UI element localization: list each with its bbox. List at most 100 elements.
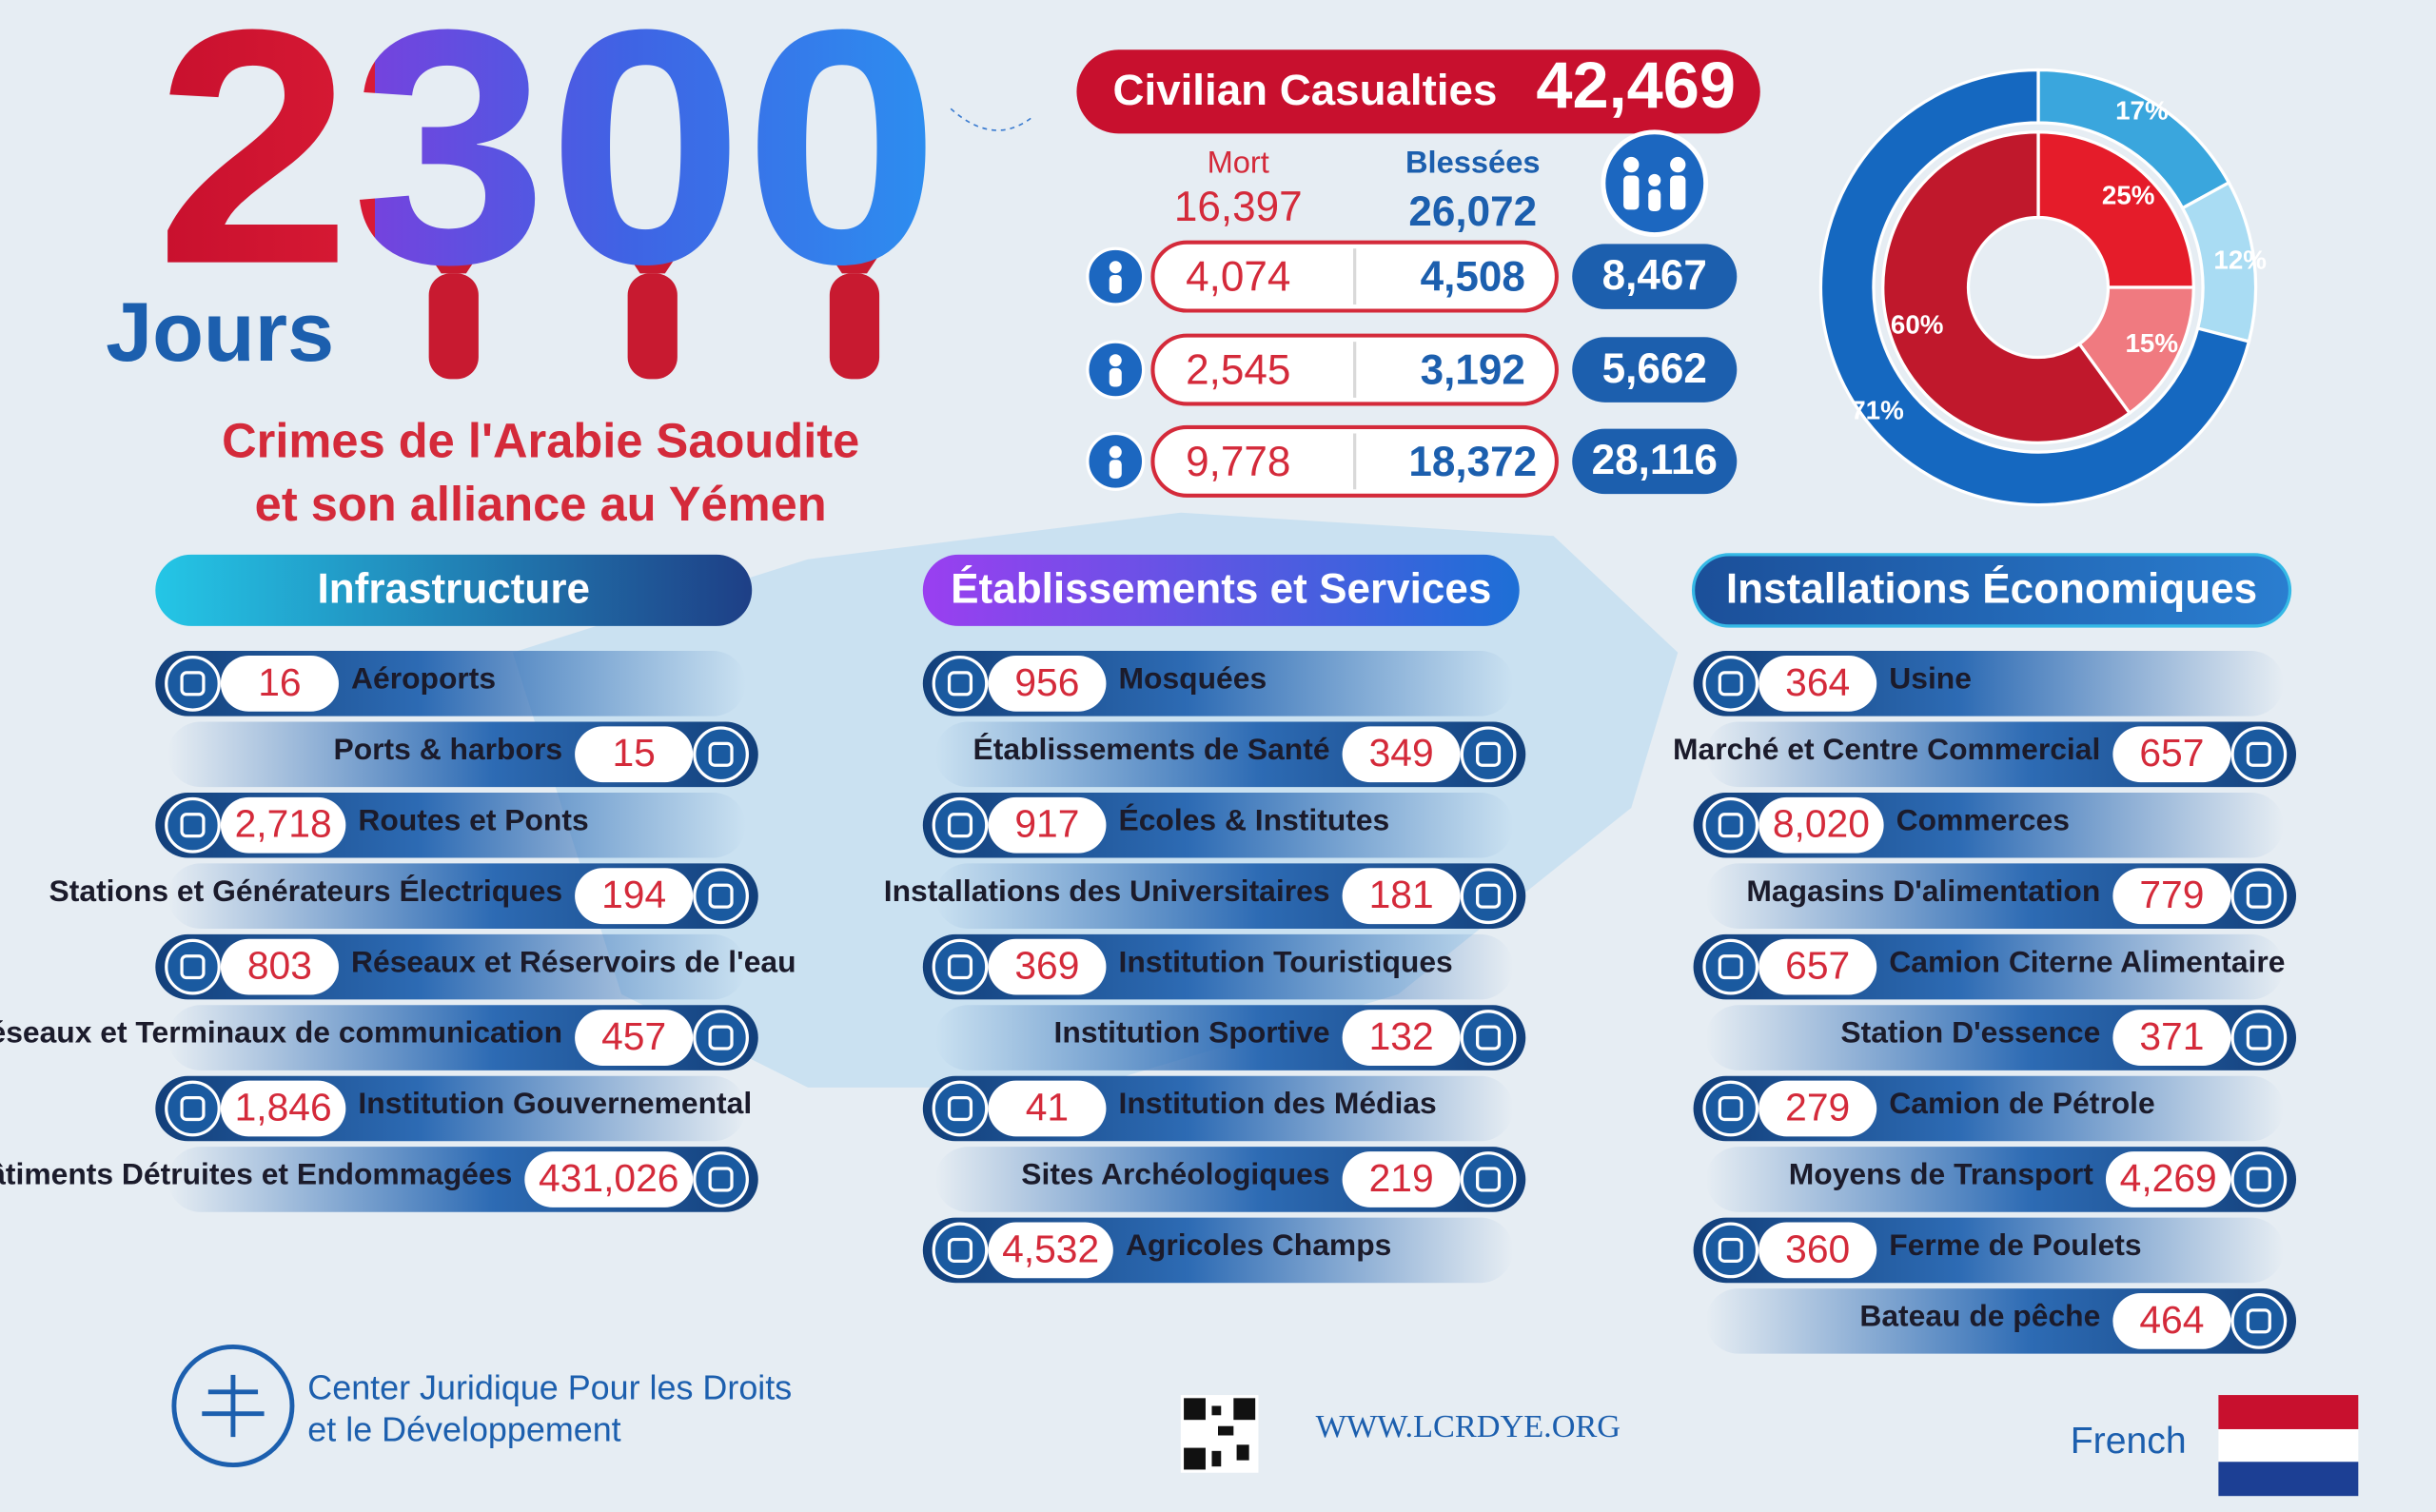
stat-icon-glyph: [2246, 883, 2271, 909]
count-box: [2112, 868, 2231, 925]
item-label: Institution Gouvernemental: [358, 1086, 752, 1120]
section-title: Établissements et Services: [951, 565, 1491, 613]
count: 8,020: [1773, 802, 1870, 846]
stat-icon: [1460, 868, 1517, 925]
stat-item: 2,718 Routes et Ponts: [155, 792, 746, 858]
stat-icon-glyph: [1476, 741, 1502, 767]
item-label: Institution Sportive: [1054, 1015, 1330, 1050]
item-label: Institution des Médias: [1119, 1086, 1437, 1120]
stat-icon-glyph: [1718, 1237, 1743, 1263]
count-box: [1758, 938, 1877, 995]
item-label: Camion de Pétrole: [1889, 1086, 2154, 1120]
stat-item: 279 Camion de Pétrole: [1693, 1075, 2284, 1142]
stat-item: 360 Ferme de Poulets: [1693, 1217, 2284, 1284]
family-figures: [1623, 156, 1686, 212]
count: 657: [2139, 731, 2204, 775]
injured-total: 26,072: [1408, 188, 1537, 235]
stat-icon-glyph: [1476, 1167, 1502, 1192]
age-icon-figure: [1109, 274, 1122, 294]
day-count: 2300: [155, 0, 939, 334]
count: 657: [1785, 944, 1850, 988]
count-box: [1758, 1080, 1877, 1137]
count: 1,846: [235, 1085, 332, 1129]
flag: [2218, 1395, 2359, 1497]
count-box: [988, 655, 1107, 712]
casualties-total: 42,469: [1536, 49, 1736, 122]
dead-count: 2,545: [1186, 346, 1290, 393]
stat-icon-glyph: [2246, 1025, 2271, 1051]
count: 360: [1785, 1227, 1850, 1270]
stat-icon-glyph: [947, 954, 973, 980]
section-header: [922, 554, 1520, 626]
count-box: [2112, 1292, 2231, 1349]
stat-icon-glyph: [2246, 741, 2271, 767]
stat-item: 956 Mosquées: [922, 651, 1514, 717]
stat-item: 369 Institution Touristiques: [922, 933, 1514, 1000]
stat-icon-glyph: [708, 741, 734, 767]
stat-item: 803 Réseaux et Réservoirs de l'eau: [155, 933, 796, 1000]
stat-icon: [2230, 726, 2288, 783]
count: 779: [2139, 873, 2204, 916]
item-label: Camion Citerne Alimentaire: [1889, 944, 2285, 978]
stat-icon-glyph: [180, 954, 206, 980]
stat-item: 194 Stations et Générateurs Électriques: [49, 863, 758, 929]
injured-count: 3,192: [1421, 346, 1525, 393]
item-label: Réseaux et Terminaux de communication: [0, 1015, 562, 1050]
stat-icon: [2230, 1151, 2288, 1208]
count: 219: [1369, 1156, 1434, 1200]
stat-item: 219 Sites Archéologiques: [934, 1147, 1526, 1212]
section-header: [155, 554, 753, 626]
stat-icon: [932, 1222, 989, 1279]
org-name: Center Juridique Pour les Droits: [307, 1368, 792, 1407]
count: 4,532: [1002, 1227, 1099, 1270]
item-label: Ports & harbors: [334, 732, 563, 766]
section-header: [1691, 553, 2292, 628]
age-icon-figure: [1109, 354, 1122, 367]
item-label: Routes et Ponts: [358, 802, 588, 836]
count: 181: [1369, 873, 1434, 916]
count: 15: [612, 731, 655, 775]
item-label: Magasins D'alimentation: [1746, 874, 2100, 908]
item-label: Usine: [1889, 660, 1972, 695]
total-pill: [1572, 244, 1738, 309]
stat-item: 41 Institution des Médias: [922, 1075, 1514, 1142]
donut-label: 60%: [1891, 310, 1944, 340]
donut-label: 25%: [2102, 181, 2155, 210]
count: 431,026: [539, 1156, 678, 1200]
stat-item: 364 Usine: [1693, 651, 2284, 717]
count: 194: [601, 873, 666, 916]
stat-icon: [165, 1080, 221, 1137]
count-box: [1758, 655, 1877, 712]
stat-icon: [693, 1010, 749, 1066]
stat-icon: [1460, 726, 1517, 783]
stat-item: 779 Magasins D'alimentation: [1705, 863, 2297, 929]
stat-item: 464 Bateau de pêche: [1705, 1288, 2297, 1354]
stat-icon-glyph: [2246, 1167, 2271, 1192]
stat-icon: [2230, 868, 2288, 925]
age-icon-figure: [1109, 460, 1122, 479]
total-pill: [1572, 337, 1738, 403]
count: 279: [1785, 1085, 1850, 1129]
donut-slice: [1881, 130, 2132, 444]
stat-icon: [165, 796, 221, 854]
count: 16: [258, 660, 301, 704]
count-box: [220, 938, 339, 995]
item-label: Station D'essence: [1840, 1015, 2100, 1050]
count-box: [1342, 726, 1461, 783]
item-label: Bateau de pêche: [1859, 1298, 2100, 1332]
stat-item: 132 Institution Sportive: [934, 1005, 1526, 1070]
age-icon-figure: [1109, 445, 1122, 459]
item-label: Commerces: [1896, 802, 2070, 836]
count-box: [2105, 1151, 2231, 1208]
casualties-title: Civilian Casualties: [1112, 66, 1497, 114]
org-name: et le Développement: [307, 1410, 620, 1449]
donut-label: 15%: [2126, 328, 2179, 358]
row-total: 5,662: [1602, 345, 1707, 392]
stat-icon: [2230, 1292, 2288, 1349]
stat-icon: [932, 655, 989, 712]
item-label: Agricoles Champs: [1126, 1227, 1391, 1262]
item-label: Ferme de Poulets: [1889, 1227, 2141, 1262]
stat-icon-glyph: [180, 1095, 206, 1122]
stat-icon: [1702, 1222, 1759, 1279]
item-label: Réseaux et Réservoirs de l'eau: [351, 944, 796, 978]
